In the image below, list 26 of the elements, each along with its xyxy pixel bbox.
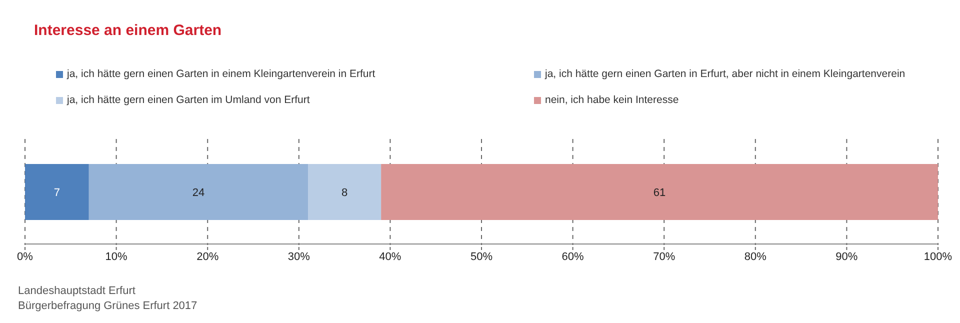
legend-label: nein, ich habe kein Interesse <box>545 94 679 106</box>
legend-label: ja, ich hätte gern einen Garten im Umland von Erfurt <box>67 94 310 106</box>
legend-label: ja, ich hätte gern einen Garten in Erfurt, aber nicht in einem Kleingartenverein <box>545 68 906 80</box>
x-tick-label: 0% <box>17 250 34 263</box>
bar <box>308 164 382 220</box>
x-tick-label: 40% <box>379 250 402 263</box>
data-label: 7 <box>54 186 60 199</box>
x-tick-label: 70% <box>653 250 676 263</box>
text: Landeshauptstadt Erfurt <box>18 284 136 299</box>
text: Bürgerbefragung Grünes Erfurt 2017 <box>18 299 198 314</box>
data-label: 24 <box>192 186 205 199</box>
x-tick-label: 60% <box>562 250 584 263</box>
bar <box>88 164 308 220</box>
data-label: 61 <box>653 186 666 199</box>
chart-title: Interesse an einem Garten <box>34 22 222 39</box>
x-tick-label: 80% <box>744 250 767 263</box>
x-tick-label: 10% <box>105 250 128 263</box>
x-tick-label: 20% <box>196 250 219 263</box>
data-label: 8 <box>341 186 348 199</box>
x-tick-label: 30% <box>288 250 310 263</box>
legend-label: ja, ich hätte gern einen Garten in einem Kleingartenverein in Erfurt <box>67 68 376 80</box>
x-tick-label: 100% <box>924 250 952 263</box>
bar <box>381 164 938 220</box>
x-tick-label: 90% <box>836 250 858 263</box>
x-tick-label: 50% <box>470 250 493 263</box>
bar <box>25 164 89 220</box>
